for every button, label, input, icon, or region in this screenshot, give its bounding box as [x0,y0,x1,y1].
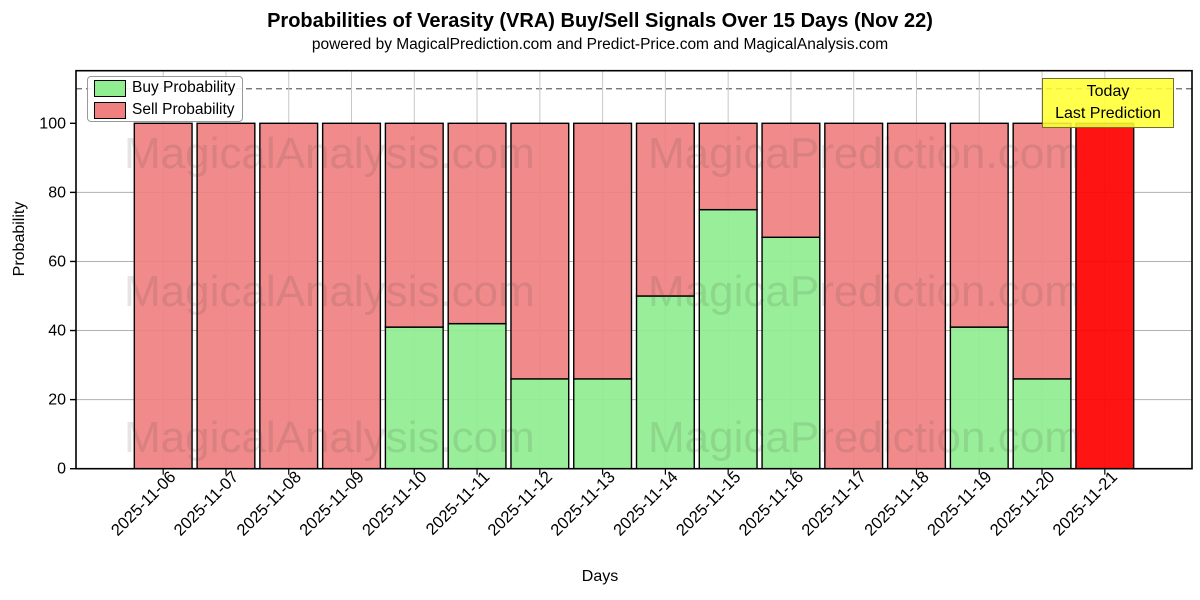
svg-text:20: 20 [48,392,66,409]
svg-text:2025-11-11: 2025-11-11 [423,468,494,539]
svg-text:2025-11-09: 2025-11-09 [296,468,368,540]
svg-text:MagicaPrediction.com: MagicaPrediction.com [648,267,1081,316]
svg-text:2025-11-17: 2025-11-17 [798,468,870,540]
svg-text:2025-11-08: 2025-11-08 [233,468,305,540]
svg-text:2025-11-16: 2025-11-16 [736,468,808,540]
svg-text:2025-11-14: 2025-11-14 [610,468,682,540]
svg-text:2025-11-15: 2025-11-15 [673,468,745,540]
svg-text:2025-11-10: 2025-11-10 [359,468,431,540]
svg-text:2025-11-19: 2025-11-19 [924,468,996,540]
svg-text:2025-11-20: 2025-11-20 [987,468,1059,540]
svg-text:60: 60 [48,253,66,270]
svg-text:0: 0 [57,461,66,478]
svg-text:2025-11-21: 2025-11-21 [1050,468,1122,540]
svg-text:2025-11-18: 2025-11-18 [861,468,933,540]
svg-text:MagicaPrediction.com: MagicaPrediction.com [648,413,1081,462]
svg-text:MagicalAnalysis.com: MagicalAnalysis.com [124,129,535,178]
svg-text:MagicalAnalysis.com: MagicalAnalysis.com [124,413,535,462]
svg-text:2025-11-06: 2025-11-06 [108,468,180,540]
svg-text:100: 100 [39,115,66,132]
svg-text:2025-11-12: 2025-11-12 [485,468,557,540]
svg-text:40: 40 [48,323,66,340]
svg-text:MagicaPrediction.com: MagicaPrediction.com [648,129,1081,178]
svg-text:MagicalAnalysis.com: MagicalAnalysis.com [124,267,535,316]
svg-text:80: 80 [48,184,66,201]
svg-text:2025-11-07: 2025-11-07 [171,468,243,540]
svg-text:2025-11-13: 2025-11-13 [547,468,619,540]
